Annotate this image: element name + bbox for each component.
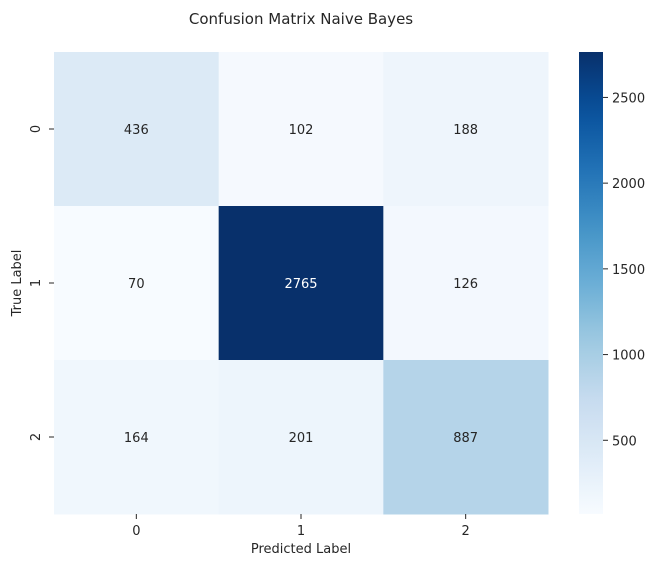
colorbar-tick-label-1: 1000 <box>612 349 645 364</box>
y-axis-label: True Label <box>10 250 25 318</box>
x-axis-label: Predicted Label <box>251 542 351 557</box>
heatmap-cell-labels: 436 102 188 70 2765 126 164 201 887 <box>124 123 478 446</box>
heatmap-cell-2-2 <box>383 360 549 515</box>
y-tick-label-2: 2 <box>29 433 44 441</box>
chart-title: Confusion Matrix Naive Bayes <box>189 10 413 28</box>
cell-value-0-2: 188 <box>453 123 478 138</box>
cell-value-2-1: 201 <box>289 431 314 446</box>
colorbar-tick-label-3: 2000 <box>612 177 645 192</box>
y-tick-label-1: 1 <box>29 279 44 287</box>
colorbar-tick-label-0: 500 <box>612 434 637 449</box>
cell-value-1-1: 2765 <box>284 277 317 292</box>
heatmap-cells <box>54 52 549 515</box>
heatmap-cell-2-1 <box>218 360 384 515</box>
colorbar <box>579 52 603 514</box>
cell-value-2-2: 887 <box>453 431 478 446</box>
cell-value-1-0: 70 <box>128 277 145 292</box>
x-tick-label-2: 2 <box>462 524 470 539</box>
heatmap-cell-0-1 <box>218 52 384 207</box>
cell-value-1-2: 126 <box>453 277 478 292</box>
y-tick-label-0: 0 <box>29 125 44 133</box>
heatmap-cell-0-0 <box>54 52 220 207</box>
colorbar-tick-label-2: 1500 <box>612 263 645 278</box>
x-axis-ticks: 0 1 2 <box>132 514 470 539</box>
colorbar-tick-label-4: 2500 <box>612 91 645 106</box>
heatmap-cell-1-2 <box>383 206 549 361</box>
heatmap-cell-2-0 <box>54 360 220 515</box>
heatmap-cell-0-2 <box>383 52 549 207</box>
colorbar-ticks: 500 1000 1500 2000 2500 <box>603 91 645 449</box>
heatmap-cell-1-0 <box>54 206 220 361</box>
y-axis-ticks: 0 1 2 <box>29 125 54 441</box>
heatmap-cell-1-1 <box>218 206 384 361</box>
x-tick-label-1: 1 <box>297 524 305 539</box>
cell-value-0-0: 436 <box>124 123 149 138</box>
cell-value-2-0: 164 <box>124 431 149 446</box>
x-tick-label-0: 0 <box>132 524 140 539</box>
cell-value-0-1: 102 <box>289 123 314 138</box>
